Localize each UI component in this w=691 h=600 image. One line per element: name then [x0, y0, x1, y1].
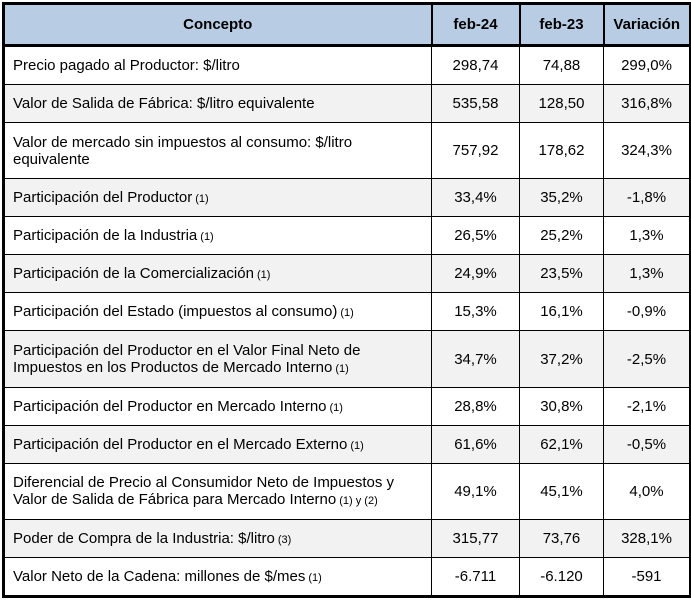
cell-concepto: Valor de Salida de Fábrica: $/litro equi… [3, 84, 432, 124]
concepto-label: Participación del Productor en el Mercad… [13, 435, 348, 453]
table-row: Valor Neto de la Cadena: millones de $/m… [3, 556, 691, 598]
cell-variacion: 4,0% [603, 462, 691, 520]
table-row: Participación del Productor en Mercado I… [3, 386, 691, 426]
cell-feb23: 45,1% [519, 462, 604, 520]
table-row: Participación del Productor en el Mercad… [3, 424, 691, 464]
cell-feb24: 61,6% [431, 424, 520, 464]
cell-feb24: 24,9% [431, 254, 520, 294]
table-row: Participación de la Industria (1) 26,5% 2… [3, 216, 691, 256]
cell-concepto: Diferencial de Precio al Consumidor Neto… [3, 462, 432, 520]
cell-feb24: 15,3% [431, 292, 520, 332]
cell-feb23: 35,2% [519, 178, 604, 218]
table-header: Concepto feb-24 feb-23 Variación [2, 2, 691, 47]
table-row: Valor de mercado sin impuestos al consum… [3, 122, 691, 180]
concepto-label: Participación de la Comercialización [13, 265, 254, 283]
cell-feb23: 74,88 [519, 44, 604, 86]
concepto-label: Precio pagado al Productor: $/litro [13, 57, 240, 75]
concepto-label: Participación del Productor en el Valor … [13, 342, 361, 376]
cell-feb23: -6.120 [519, 556, 604, 598]
cell-variacion: -2,5% [603, 330, 691, 388]
cell-feb24: 34,7% [431, 330, 520, 388]
cell-variacion: -1,8% [603, 178, 691, 218]
concepto-note: (1) [340, 307, 354, 320]
concepto-label: Diferencial de Precio al Consumidor Neto… [13, 474, 395, 509]
concepto-note: (1) y (2) [339, 495, 378, 508]
concepto-note: (1) [308, 571, 322, 584]
cell-concepto: Participación del Productor (1) [3, 178, 432, 218]
cell-feb23: 16,1% [519, 292, 604, 332]
cell-feb23: 25,2% [519, 216, 604, 256]
cell-feb24: 757,92 [431, 122, 520, 180]
concepto-note: (1) [200, 231, 214, 244]
cell-feb24: -6.711 [431, 556, 520, 598]
cell-variacion: -2,1% [603, 386, 691, 426]
cell-feb24: 535,58 [431, 84, 520, 124]
cell-variacion: 1,3% [603, 216, 691, 256]
concepto-label: Poder de Compra de la Industria: $/litro [13, 529, 275, 547]
concepto-label: Participación del Productor [13, 189, 193, 207]
concepto-note: (3) [277, 533, 292, 546]
cell-feb23: 73,76 [519, 518, 604, 558]
header-row: Concepto feb-24 feb-23 Variación [2, 2, 691, 47]
concepto-note: (1) [329, 401, 343, 414]
header-cell-feb23: feb-23 [518, 2, 605, 47]
cell-feb24: 49,1% [431, 462, 520, 520]
cell-feb24: 33,4% [431, 178, 520, 218]
table-row: Valor de Salida de Fábrica: $/litro equi… [3, 84, 691, 124]
cell-variacion: 328,1% [603, 518, 691, 558]
cell-concepto: Participación del Productor en Mercado I… [3, 386, 432, 426]
cell-feb24: 26,5% [431, 216, 520, 256]
cell-concepto: Valor de mercado sin impuestos al consum… [3, 122, 432, 180]
concepto-note: (1) [256, 269, 271, 282]
table-row: Participación del Productor en el Valor … [3, 330, 691, 388]
table-row: Participación del Productor (1) 33,4% 35,… [3, 178, 691, 218]
concepto-label: Valor de Salida de Fábrica: $/litro equi… [13, 95, 315, 113]
cell-variacion: -591 [603, 556, 691, 598]
concepto-note: (1) [335, 363, 349, 375]
cell-feb23: 23,5% [519, 254, 604, 294]
table-body: Precio pagado al Productor: $/litro 298,… [3, 44, 691, 598]
cell-variacion: 1,3% [603, 254, 691, 294]
cell-variacion: 299,0% [603, 44, 691, 86]
concepto-label: Valor Neto de la Cadena: millones de $/m… [13, 567, 306, 585]
concepto-label: Participación del Estado (impuestos al c… [13, 303, 338, 321]
cell-feb23: 62,1% [519, 424, 604, 464]
cell-feb23: 128,50 [519, 84, 604, 124]
cell-feb23: 178,62 [519, 122, 604, 180]
table-row: Precio pagado al Productor: $/litro 298,… [3, 44, 691, 86]
cell-variacion: 324,3% [603, 122, 691, 180]
table-row: Poder de Compra de la Industria: $/litro… [3, 518, 691, 558]
cell-feb24: 28,8% [431, 386, 520, 426]
cell-variacion: 316,8% [603, 84, 691, 124]
cell-concepto: Participación del Estado (impuestos al c… [3, 292, 432, 332]
cell-variacion: -0,9% [603, 292, 691, 332]
cell-variacion: -0,5% [603, 424, 691, 464]
concepto-note: (1) [195, 193, 209, 206]
table-row: Participación del Estado (impuestos al c… [3, 292, 691, 332]
cell-concepto: Participación del Productor en el Mercad… [3, 424, 432, 464]
concepto-label: Valor de mercado sin impuestos al consum… [13, 133, 353, 168]
cell-concepto: Poder de Compra de la Industria: $/litro… [3, 518, 432, 558]
cell-concepto: Participación de la Industria (1) [3, 216, 432, 256]
cell-concepto: Valor Neto de la Cadena: millones de $/m… [3, 556, 432, 598]
cell-concepto: Precio pagado al Productor: $/litro [3, 44, 432, 86]
concepto-note: (1) [350, 439, 364, 452]
cell-feb23: 37,2% [519, 330, 604, 388]
header-cell-feb24: feb-24 [430, 2, 521, 47]
cell-feb23: 30,8% [519, 386, 604, 426]
cell-concepto: Participación de la Comercialización (1) [3, 254, 432, 294]
concepto-label: Participación de la Industria [13, 227, 198, 245]
cell-feb24: 315,77 [431, 518, 520, 558]
cell-concepto: Participación del Productor en el Valor … [3, 330, 432, 388]
header-cell-concepto: Concepto [2, 2, 433, 47]
cell-feb24: 298,74 [431, 44, 520, 86]
table-row: Diferencial de Precio al Consumidor Neto… [3, 462, 691, 520]
header-cell-variacion: Variación [602, 2, 691, 47]
concepto-label: Participación del Productor en Mercado I… [13, 397, 327, 415]
table-row: Participación de la Comercialización (1) … [3, 254, 691, 294]
